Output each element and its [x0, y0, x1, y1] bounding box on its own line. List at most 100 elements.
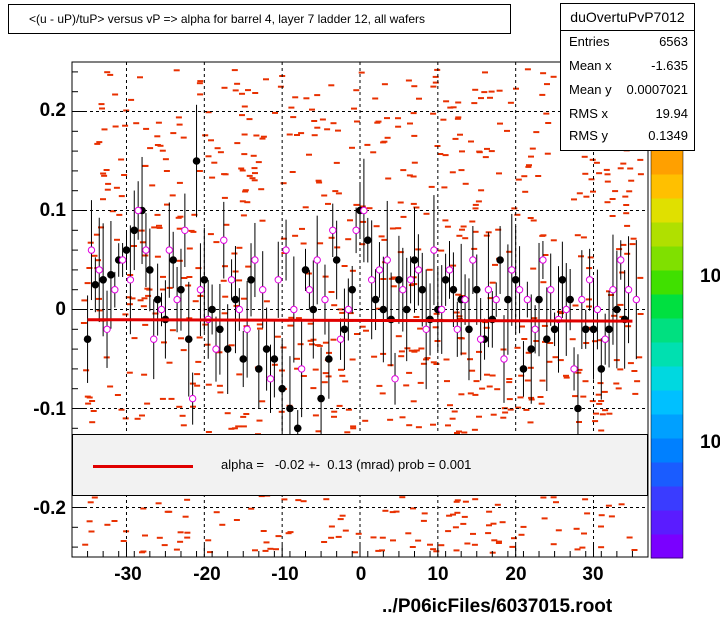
histogram-bin: [256, 323, 263, 326]
data-point: [103, 325, 111, 333]
data-point: [227, 276, 236, 284]
histogram-bin: [440, 118, 447, 121]
histogram-bin: [432, 326, 439, 329]
histogram-bin: [449, 171, 456, 174]
histogram-bin: [141, 373, 148, 376]
histogram-bin: [388, 277, 395, 280]
histogram-bin: [321, 194, 328, 197]
histogram-bin: [456, 315, 463, 318]
histogram-bin: [557, 359, 564, 362]
stats-box: duOvertuPvP7012 Entries 6563 Mean x -1.635…: [560, 3, 695, 151]
histogram-bin: [615, 387, 622, 390]
histogram-bin: [294, 357, 300, 360]
histogram-bin: [86, 520, 93, 523]
histogram-bin: [411, 161, 418, 164]
histogram-bin: [605, 504, 612, 507]
histogram-bin: [240, 425, 247, 428]
histogram-bin: [598, 429, 605, 432]
histogram-bin: [335, 192, 342, 195]
data-point: [449, 285, 458, 294]
histogram-bin: [161, 544, 168, 547]
histogram-bin: [456, 317, 463, 320]
histogram-bin: [557, 310, 563, 313]
histogram-bin: [86, 396, 93, 399]
file-name: ../P06icFiles/6037015.root: [382, 596, 613, 617]
histogram-bin: [139, 241, 146, 244]
histogram-bin: [141, 297, 148, 300]
histogram-bin: [421, 512, 428, 515]
data-point: [410, 256, 419, 264]
histogram-bin: [87, 241, 94, 244]
histogram-bin: [494, 503, 501, 506]
histogram-bin: [514, 346, 521, 349]
histogram-bin: [637, 313, 644, 315]
histogram-bin: [194, 384, 201, 387]
histogram-bin: [238, 167, 245, 170]
data-point: [111, 286, 119, 294]
histogram-bin: [592, 340, 598, 343]
histogram-bin: [511, 207, 518, 210]
histogram-bin: [122, 313, 129, 316]
histogram-bin: [196, 82, 203, 85]
histogram-bin: [624, 224, 631, 227]
data-point: [508, 266, 516, 274]
histogram-bin: [180, 136, 187, 139]
histogram-bin: [197, 93, 204, 96]
histogram-bin: [274, 335, 281, 338]
histogram-bin: [391, 276, 398, 279]
histogram-bin: [540, 281, 547, 284]
histogram-bin: [384, 136, 391, 139]
histogram-bin: [287, 531, 294, 534]
data-point: [282, 246, 290, 254]
data-point: [531, 325, 539, 333]
histogram-bin: [385, 177, 392, 180]
data-point: [527, 345, 536, 353]
histogram-bin: [211, 161, 218, 164]
histogram-bin: [587, 256, 594, 259]
histogram-bin: [192, 300, 199, 303]
histogram-bin: [347, 219, 353, 222]
histogram-bin: [177, 531, 184, 534]
histogram-bin: [487, 96, 493, 99]
histogram-bin: [163, 170, 170, 172]
data-point: [613, 305, 621, 314]
histogram-bin: [578, 255, 584, 258]
data-point: [523, 295, 532, 304]
histogram-bin: [406, 174, 413, 177]
histogram-bin: [434, 68, 441, 71]
histogram-bin: [596, 172, 603, 175]
histogram-bin: [473, 380, 480, 383]
histogram-bin: [81, 299, 88, 302]
histogram-bin: [496, 89, 503, 92]
histogram-bin: [526, 164, 532, 167]
histogram-bin: [572, 395, 579, 398]
histogram-bin: [154, 255, 161, 258]
palette-cell: [651, 342, 683, 367]
y-tick-label: -0.2: [33, 498, 66, 519]
histogram-bin: [129, 297, 136, 300]
histogram-bin: [330, 338, 337, 341]
histogram-bin: [358, 71, 365, 74]
data-point: [348, 285, 357, 294]
histogram-bin: [295, 499, 302, 502]
histogram-bin: [540, 72, 547, 75]
histogram-bin: [180, 349, 187, 352]
histogram-bin: [604, 201, 611, 204]
histogram-bin: [460, 352, 467, 355]
data-point: [122, 246, 131, 254]
histogram-bin: [82, 543, 89, 546]
histogram-bin: [169, 329, 176, 332]
data-point: [550, 325, 559, 334]
histogram-bin: [91, 496, 98, 499]
histogram-bin: [207, 551, 213, 554]
histogram-bin: [161, 341, 167, 344]
histogram-bin: [504, 129, 510, 132]
histogram-bin: [360, 220, 367, 223]
histogram-bin: [205, 431, 212, 433]
histogram-bin: [104, 523, 111, 526]
histogram-bin: [114, 394, 121, 396]
data-point: [406, 276, 415, 284]
fit-legend-text: alpha = -0.02 +- 0.13 (mrad) prob = 0.00…: [221, 457, 472, 472]
data-point: [305, 286, 314, 294]
data-point: [177, 285, 185, 294]
